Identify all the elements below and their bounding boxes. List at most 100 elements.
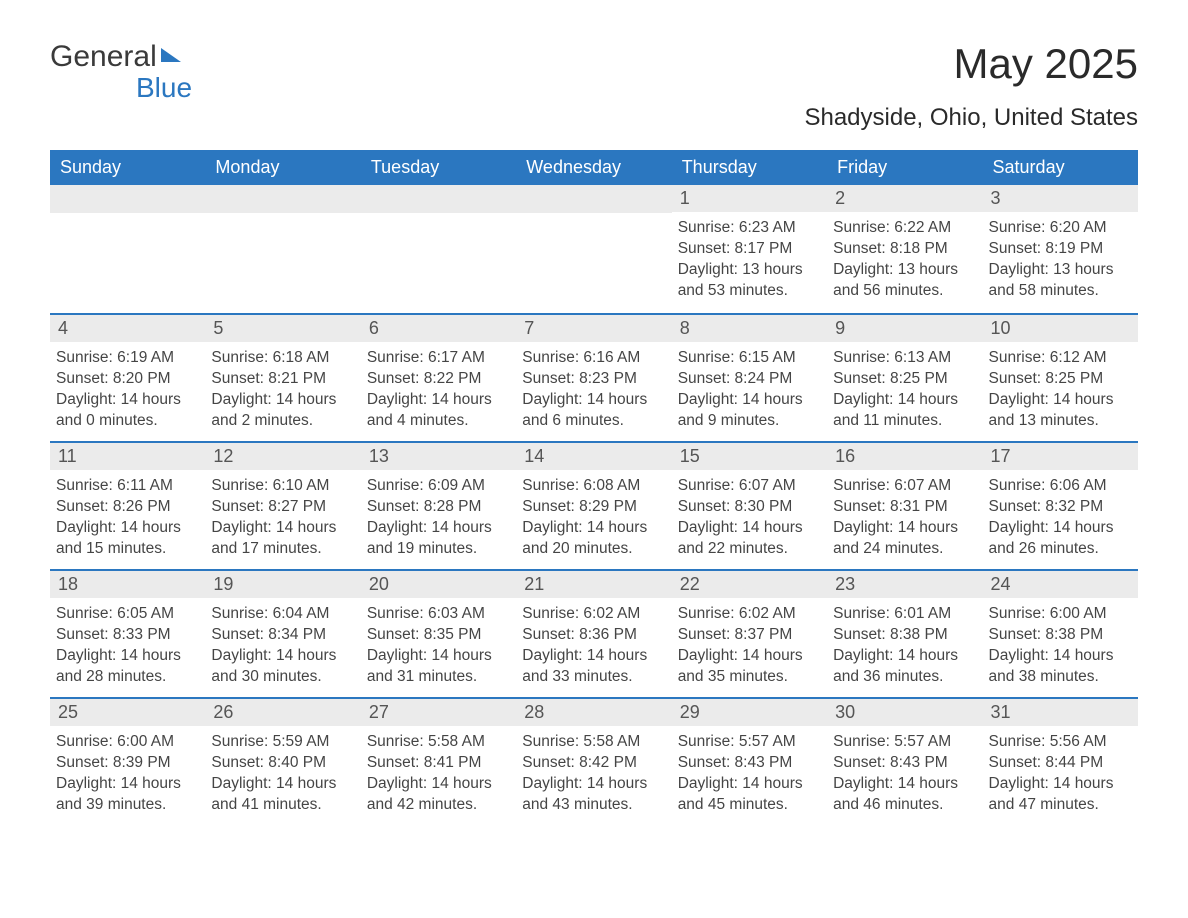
day-number: 4 [50, 315, 205, 342]
day-cell: 25Sunrise: 6:00 AMSunset: 8:39 PMDayligh… [50, 699, 205, 825]
sunset-line: Sunset: 8:38 PM [989, 625, 1130, 646]
week-row: 1Sunrise: 6:23 AMSunset: 8:17 PMDaylight… [50, 185, 1138, 313]
day-number: 29 [672, 699, 827, 726]
sunset-line: Sunset: 8:25 PM [989, 369, 1130, 390]
daylight-line: Daylight: 14 hours and 43 minutes. [522, 774, 663, 816]
empty-day-header [516, 185, 671, 213]
daylight-line: Daylight: 14 hours and 46 minutes. [833, 774, 974, 816]
sunset-line: Sunset: 8:35 PM [367, 625, 508, 646]
week-row: 25Sunrise: 6:00 AMSunset: 8:39 PMDayligh… [50, 697, 1138, 825]
day-number: 2 [827, 185, 982, 212]
daylight-line: Daylight: 13 hours and 53 minutes. [678, 260, 819, 302]
day-cell: 6Sunrise: 6:17 AMSunset: 8:22 PMDaylight… [361, 315, 516, 441]
sunset-line: Sunset: 8:43 PM [833, 753, 974, 774]
daylight-line: Daylight: 14 hours and 20 minutes. [522, 518, 663, 560]
sunset-line: Sunset: 8:33 PM [56, 625, 197, 646]
sunrise-line: Sunrise: 5:58 AM [367, 732, 508, 753]
day-details: Sunrise: 5:57 AMSunset: 8:43 PMDaylight:… [672, 726, 827, 820]
day-details: Sunrise: 6:08 AMSunset: 8:29 PMDaylight:… [516, 470, 671, 564]
daylight-line: Daylight: 14 hours and 41 minutes. [211, 774, 352, 816]
location-label: Shadyside, Ohio, United States [50, 104, 1138, 132]
day-number: 25 [50, 699, 205, 726]
day-number: 11 [50, 443, 205, 470]
day-cell: 5Sunrise: 6:18 AMSunset: 8:21 PMDaylight… [205, 315, 360, 441]
sunrise-line: Sunrise: 6:11 AM [56, 476, 197, 497]
day-cell: 18Sunrise: 6:05 AMSunset: 8:33 PMDayligh… [50, 571, 205, 697]
week-row: 4Sunrise: 6:19 AMSunset: 8:20 PMDaylight… [50, 313, 1138, 441]
daylight-line: Daylight: 14 hours and 31 minutes. [367, 646, 508, 688]
day-cell: 23Sunrise: 6:01 AMSunset: 8:38 PMDayligh… [827, 571, 982, 697]
day-cell: 16Sunrise: 6:07 AMSunset: 8:31 PMDayligh… [827, 443, 982, 569]
daylight-line: Daylight: 14 hours and 11 minutes. [833, 390, 974, 432]
day-details: Sunrise: 5:58 AMSunset: 8:42 PMDaylight:… [516, 726, 671, 820]
sunset-line: Sunset: 8:40 PM [211, 753, 352, 774]
sunset-line: Sunset: 8:19 PM [989, 239, 1130, 260]
day-cell: 27Sunrise: 5:58 AMSunset: 8:41 PMDayligh… [361, 699, 516, 825]
day-number: 13 [361, 443, 516, 470]
day-number: 30 [827, 699, 982, 726]
day-cell: 15Sunrise: 6:07 AMSunset: 8:30 PMDayligh… [672, 443, 827, 569]
day-number: 23 [827, 571, 982, 598]
day-cell: 20Sunrise: 6:03 AMSunset: 8:35 PMDayligh… [361, 571, 516, 697]
daylight-line: Daylight: 14 hours and 45 minutes. [678, 774, 819, 816]
sunset-line: Sunset: 8:38 PM [833, 625, 974, 646]
daylight-line: Daylight: 14 hours and 24 minutes. [833, 518, 974, 560]
day-details: Sunrise: 6:01 AMSunset: 8:38 PMDaylight:… [827, 598, 982, 692]
sunrise-line: Sunrise: 6:04 AM [211, 604, 352, 625]
sunset-line: Sunset: 8:17 PM [678, 239, 819, 260]
daylight-line: Daylight: 14 hours and 28 minutes. [56, 646, 197, 688]
day-cell: 4Sunrise: 6:19 AMSunset: 8:20 PMDaylight… [50, 315, 205, 441]
empty-day-header [205, 185, 360, 213]
sunrise-line: Sunrise: 6:17 AM [367, 348, 508, 369]
day-number: 18 [50, 571, 205, 598]
daylight-line: Daylight: 13 hours and 56 minutes. [833, 260, 974, 302]
sunrise-line: Sunrise: 5:59 AM [211, 732, 352, 753]
day-details: Sunrise: 6:13 AMSunset: 8:25 PMDaylight:… [827, 342, 982, 436]
day-number: 1 [672, 185, 827, 212]
sunset-line: Sunset: 8:32 PM [989, 497, 1130, 518]
day-details: Sunrise: 6:02 AMSunset: 8:37 PMDaylight:… [672, 598, 827, 692]
day-cell [361, 185, 516, 313]
sunset-line: Sunset: 8:30 PM [678, 497, 819, 518]
day-cell: 8Sunrise: 6:15 AMSunset: 8:24 PMDaylight… [672, 315, 827, 441]
day-number: 15 [672, 443, 827, 470]
day-details: Sunrise: 6:03 AMSunset: 8:35 PMDaylight:… [361, 598, 516, 692]
sunrise-line: Sunrise: 6:09 AM [367, 476, 508, 497]
empty-day-header [50, 185, 205, 213]
daylight-line: Daylight: 14 hours and 0 minutes. [56, 390, 197, 432]
daylight-line: Daylight: 14 hours and 17 minutes. [211, 518, 352, 560]
daylight-line: Daylight: 14 hours and 30 minutes. [211, 646, 352, 688]
daylight-line: Daylight: 14 hours and 26 minutes. [989, 518, 1130, 560]
day-number: 20 [361, 571, 516, 598]
sunrise-line: Sunrise: 6:18 AM [211, 348, 352, 369]
day-number: 24 [983, 571, 1138, 598]
day-number: 16 [827, 443, 982, 470]
day-number: 8 [672, 315, 827, 342]
sunrise-line: Sunrise: 6:07 AM [678, 476, 819, 497]
sunset-line: Sunset: 8:42 PM [522, 753, 663, 774]
day-details: Sunrise: 6:20 AMSunset: 8:19 PMDaylight:… [983, 212, 1138, 306]
day-details: Sunrise: 6:19 AMSunset: 8:20 PMDaylight:… [50, 342, 205, 436]
day-cell [50, 185, 205, 313]
daylight-line: Daylight: 14 hours and 4 minutes. [367, 390, 508, 432]
weekday-header: Thursday [672, 150, 827, 185]
weekday-header: Saturday [983, 150, 1138, 185]
weekday-header: Tuesday [361, 150, 516, 185]
daylight-line: Daylight: 14 hours and 33 minutes. [522, 646, 663, 688]
day-details: Sunrise: 5:57 AMSunset: 8:43 PMDaylight:… [827, 726, 982, 820]
day-cell: 14Sunrise: 6:08 AMSunset: 8:29 PMDayligh… [516, 443, 671, 569]
sunrise-line: Sunrise: 5:56 AM [989, 732, 1130, 753]
sunset-line: Sunset: 8:21 PM [211, 369, 352, 390]
sunset-line: Sunset: 8:43 PM [678, 753, 819, 774]
sunset-line: Sunset: 8:44 PM [989, 753, 1130, 774]
sunset-line: Sunset: 8:25 PM [833, 369, 974, 390]
day-details: Sunrise: 6:18 AMSunset: 8:21 PMDaylight:… [205, 342, 360, 436]
day-cell: 19Sunrise: 6:04 AMSunset: 8:34 PMDayligh… [205, 571, 360, 697]
sunrise-line: Sunrise: 5:58 AM [522, 732, 663, 753]
day-details: Sunrise: 6:04 AMSunset: 8:34 PMDaylight:… [205, 598, 360, 692]
logo-text-1: General [50, 40, 157, 74]
sunrise-line: Sunrise: 5:57 AM [678, 732, 819, 753]
day-cell: 13Sunrise: 6:09 AMSunset: 8:28 PMDayligh… [361, 443, 516, 569]
day-cell: 3Sunrise: 6:20 AMSunset: 8:19 PMDaylight… [983, 185, 1138, 313]
weekday-header: Friday [827, 150, 982, 185]
